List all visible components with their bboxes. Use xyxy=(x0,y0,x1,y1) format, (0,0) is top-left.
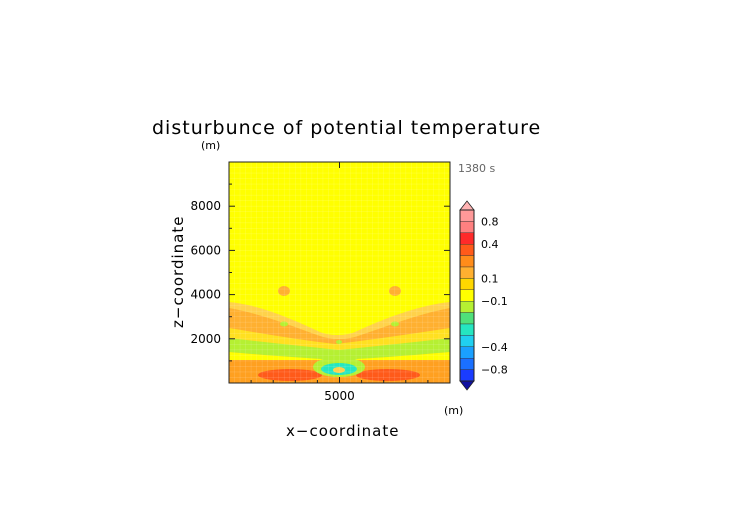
warm-core-left xyxy=(258,369,322,381)
colorbar-band xyxy=(459,255,475,268)
cool-anomaly-center xyxy=(333,367,345,373)
colorbar: 0.8 0.4 0.1 −0.1 −0.4 −0.8 xyxy=(459,200,508,391)
chart-title: disturbunce of potential temperature xyxy=(152,117,541,139)
colorbar-label: −0.4 xyxy=(481,341,508,354)
colorbar-band xyxy=(459,335,475,347)
time-label: 1380 s xyxy=(458,162,495,175)
y-tick-label: 4000 xyxy=(190,288,221,302)
colorbar-label: −0.8 xyxy=(481,364,508,377)
contour-band-neg0.1 xyxy=(229,338,450,360)
colorbar-band xyxy=(459,369,475,382)
cool-blob-center xyxy=(336,340,342,344)
warm-blob-right xyxy=(389,286,401,296)
warm-blob-left xyxy=(278,286,290,296)
x-unit-label: (m) xyxy=(444,404,463,417)
colorbar-bottom-arrow xyxy=(459,380,475,391)
colorbar-band xyxy=(459,243,475,256)
colorbar-label: −0.1 xyxy=(481,295,508,308)
y-tick-label: 2000 xyxy=(190,332,221,346)
colorbar-label: 0.4 xyxy=(481,238,499,251)
colorbar-band xyxy=(459,312,475,325)
colorbar-band xyxy=(459,358,475,370)
colorbar-band xyxy=(459,289,475,302)
x-axis-label: x−coordinate xyxy=(286,422,399,440)
cool-blob-right xyxy=(391,321,399,327)
x-axis: 5000 xyxy=(250,162,429,403)
y-tick-label: 8000 xyxy=(190,199,221,213)
model-grid xyxy=(229,162,450,383)
colorbar-band xyxy=(459,209,475,222)
colorbar-band xyxy=(459,301,475,313)
colorbar-top-arrow xyxy=(459,200,475,211)
cool-blob-left xyxy=(280,321,288,327)
colorbar-label: 0.1 xyxy=(481,272,499,285)
y-unit-label: (m) xyxy=(201,139,220,152)
y-axis: 2000 4000 6000 8000 xyxy=(190,183,450,362)
colorbar-band xyxy=(459,278,475,290)
colorbar-band xyxy=(459,232,475,245)
x-tick-label: 5000 xyxy=(324,389,355,403)
colorbar-band xyxy=(459,323,475,336)
colorbar-band xyxy=(459,221,475,233)
warm-core-right xyxy=(356,369,420,381)
colorbar-frame xyxy=(459,209,475,382)
plot-area xyxy=(228,161,451,384)
y-axis-label: z−coordinate xyxy=(169,216,187,328)
y-tick-label: 6000 xyxy=(190,243,221,257)
colorbar-band xyxy=(459,266,475,279)
colorbar-label: 0.8 xyxy=(481,215,499,228)
colorbar-band xyxy=(459,346,475,359)
